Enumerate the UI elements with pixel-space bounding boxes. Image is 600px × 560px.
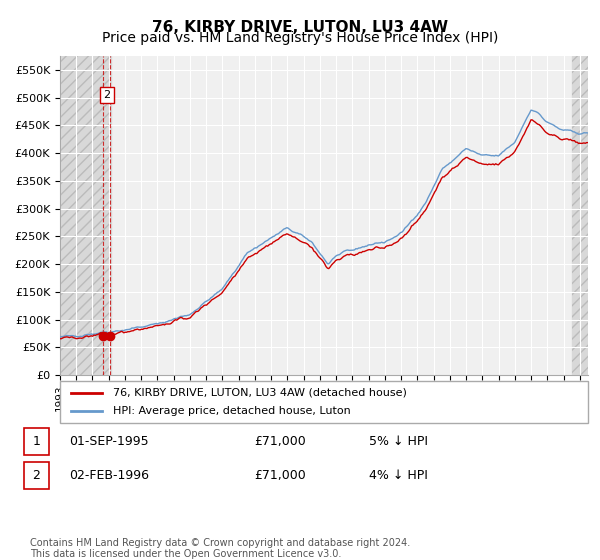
FancyBboxPatch shape bbox=[60, 381, 588, 423]
Bar bbox=[60, 56, 111, 375]
FancyBboxPatch shape bbox=[23, 428, 49, 455]
Bar bbox=[572, 56, 588, 375]
Bar bbox=[60, 56, 111, 375]
Text: Price paid vs. HM Land Registry's House Price Index (HPI): Price paid vs. HM Land Registry's House … bbox=[102, 31, 498, 45]
Text: Contains HM Land Registry data © Crown copyright and database right 2024.
This d: Contains HM Land Registry data © Crown c… bbox=[30, 538, 410, 559]
Text: 2: 2 bbox=[32, 469, 40, 482]
Text: 02-FEB-1996: 02-FEB-1996 bbox=[70, 469, 149, 482]
Text: £71,000: £71,000 bbox=[254, 435, 305, 448]
Text: 2: 2 bbox=[104, 90, 110, 100]
Text: 76, KIRBY DRIVE, LUTON, LU3 4AW (detached house): 76, KIRBY DRIVE, LUTON, LU3 4AW (detache… bbox=[113, 388, 407, 398]
Bar bbox=[572, 56, 588, 375]
Text: 5% ↓ HPI: 5% ↓ HPI bbox=[369, 435, 428, 448]
Text: 01-SEP-1995: 01-SEP-1995 bbox=[70, 435, 149, 448]
Text: £71,000: £71,000 bbox=[254, 469, 305, 482]
Text: 76, KIRBY DRIVE, LUTON, LU3 4AW: 76, KIRBY DRIVE, LUTON, LU3 4AW bbox=[152, 20, 448, 35]
FancyBboxPatch shape bbox=[23, 463, 49, 489]
Text: HPI: Average price, detached house, Luton: HPI: Average price, detached house, Luto… bbox=[113, 407, 350, 417]
Text: 1: 1 bbox=[32, 435, 40, 448]
Text: 4% ↓ HPI: 4% ↓ HPI bbox=[369, 469, 428, 482]
